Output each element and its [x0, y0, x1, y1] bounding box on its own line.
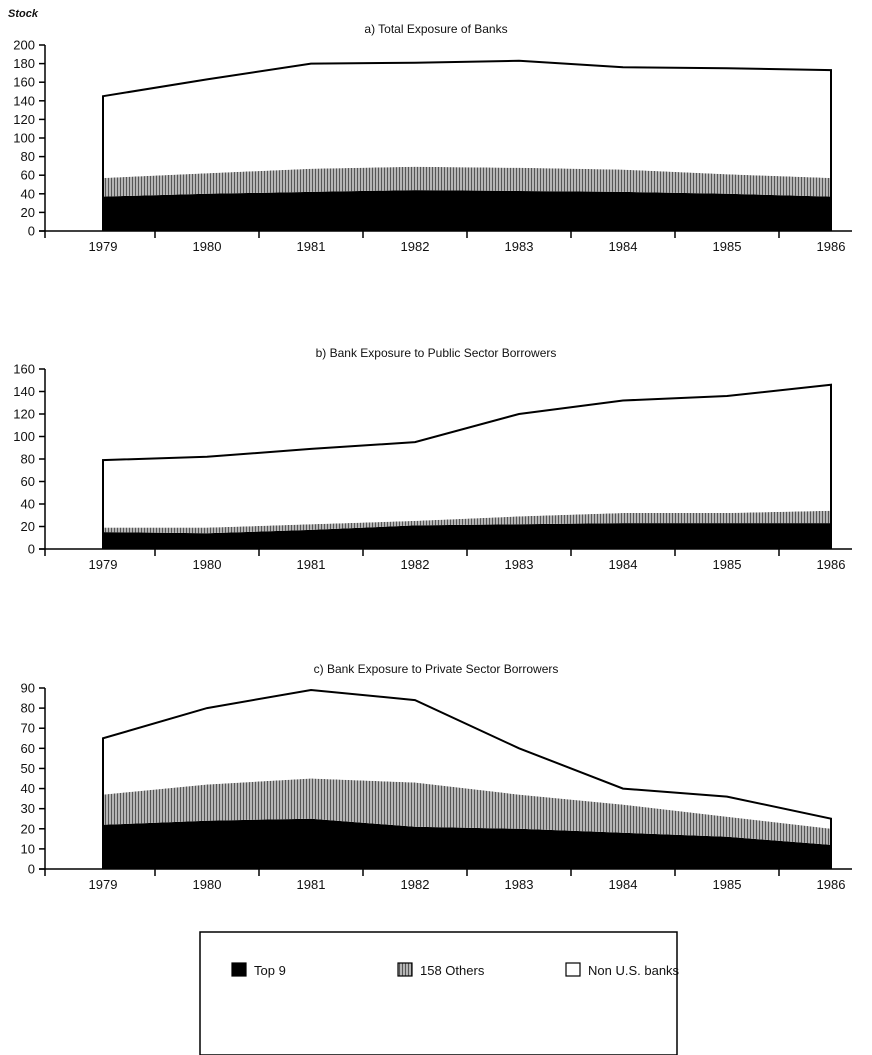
y-tick-label: 90 [21, 681, 35, 696]
y-tick-label: 100 [13, 429, 35, 444]
x-tick-label: 1979 [89, 877, 118, 892]
y-tick-label: 100 [13, 131, 35, 146]
y-tick-label: 20 [21, 519, 35, 534]
y-tick-label: 40 [21, 781, 35, 796]
y-tick-label: 10 [21, 841, 35, 856]
area-top-9 [103, 523, 831, 549]
y-tick-label: 30 [21, 801, 35, 816]
x-tick-label: 1980 [193, 557, 222, 572]
legend-label-nonus: Non U.S. banks [588, 963, 680, 978]
total-outline [102, 59, 832, 231]
x-tick-label: 1984 [609, 877, 638, 892]
y-tick-label: 120 [13, 407, 35, 422]
chart-panel-2: b) Bank Exposure to Public Sector Borrow… [13, 346, 852, 572]
y-tick-label: 0 [28, 862, 35, 877]
chart-title: c) Bank Exposure to Private Sector Borro… [314, 662, 559, 676]
legend-swatch-top9 [231, 962, 247, 977]
y-tick-label: 60 [21, 168, 35, 183]
y-tick-label: 80 [21, 452, 35, 467]
chart-title: a) Total Exposure of Banks [364, 22, 507, 36]
x-tick-label: 1979 [89, 557, 118, 572]
area-non-u-s-banks [103, 60, 831, 178]
total-outline [102, 383, 832, 549]
x-tick-label: 1982 [401, 557, 430, 572]
y-tick-label: 80 [21, 149, 35, 164]
x-tick-label: 1984 [609, 557, 638, 572]
legend-box [199, 931, 678, 1055]
y-tick-label: 160 [13, 75, 35, 90]
x-tick-label: 1983 [505, 557, 534, 572]
y-tick-label: 20 [21, 205, 35, 220]
x-tick-label: 1981 [297, 877, 326, 892]
x-tick-label: 1983 [505, 239, 534, 254]
y-tick-label: 60 [21, 741, 35, 756]
legend: Top 9 158 Others Non U.S. banks [199, 931, 680, 1055]
x-tick-label: 1982 [401, 239, 430, 254]
chart-panel-3: c) Bank Exposure to Private Sector Borro… [21, 662, 852, 892]
x-tick-label: 1986 [817, 557, 846, 572]
y-tick-label: 200 [13, 38, 35, 53]
y-tick-label: 20 [21, 821, 35, 836]
y-tick-label: 140 [13, 384, 35, 399]
x-tick-label: 1981 [297, 239, 326, 254]
x-tick-label: 1979 [89, 239, 118, 254]
y-tick-label: 180 [13, 56, 35, 71]
y-tick-label: 160 [13, 362, 35, 377]
x-tick-label: 1980 [193, 239, 222, 254]
area-158-others [103, 510, 831, 534]
y-tick-label: 140 [13, 93, 35, 108]
chart-title: b) Bank Exposure to Public Sector Borrow… [316, 346, 557, 360]
x-tick-label: 1981 [297, 557, 326, 572]
y-tick-label: 0 [28, 224, 35, 239]
x-tick-label: 1983 [505, 877, 534, 892]
x-tick-label: 1986 [817, 877, 846, 892]
x-tick-label: 1982 [401, 877, 430, 892]
chart-panel-1: a) Total Exposure of Banks 0 20 40 60 80 100 12… [13, 22, 852, 254]
area-non-u-s-banks [103, 690, 831, 829]
y-tick-label: 60 [21, 474, 35, 489]
legend-swatch-others [397, 962, 413, 977]
legend-swatch-nonus [565, 962, 581, 977]
y-tick-label: 40 [21, 186, 35, 201]
area-top-9 [103, 818, 831, 869]
x-tick-label: 1986 [817, 239, 846, 254]
chart-panels: a) Total Exposure of Banks02040608010012… [13, 22, 852, 892]
x-tick-label: 1984 [609, 239, 638, 254]
area-158-others [103, 778, 831, 845]
x-tick-label: 1985 [713, 877, 742, 892]
total-outline [102, 688, 832, 869]
y-tick-label: 0 [28, 542, 35, 557]
legend-label-top9: Top 9 [254, 963, 286, 978]
y-tick-label: 50 [21, 761, 35, 776]
area-158-others [103, 166, 831, 197]
x-tick-label: 1985 [713, 239, 742, 254]
y-tick-label: 120 [13, 112, 35, 127]
y-axis-label: Stock [8, 8, 39, 20]
legend-label-others: 158 Others [420, 963, 485, 978]
x-tick-label: 1980 [193, 877, 222, 892]
y-tick-label: 40 [21, 497, 35, 512]
y-tick-label: 70 [21, 721, 35, 736]
y-tick-label: 80 [21, 701, 35, 716]
area-top-9 [103, 190, 831, 231]
x-tick-label: 1985 [713, 557, 742, 572]
area-non-u-s-banks [103, 384, 831, 528]
